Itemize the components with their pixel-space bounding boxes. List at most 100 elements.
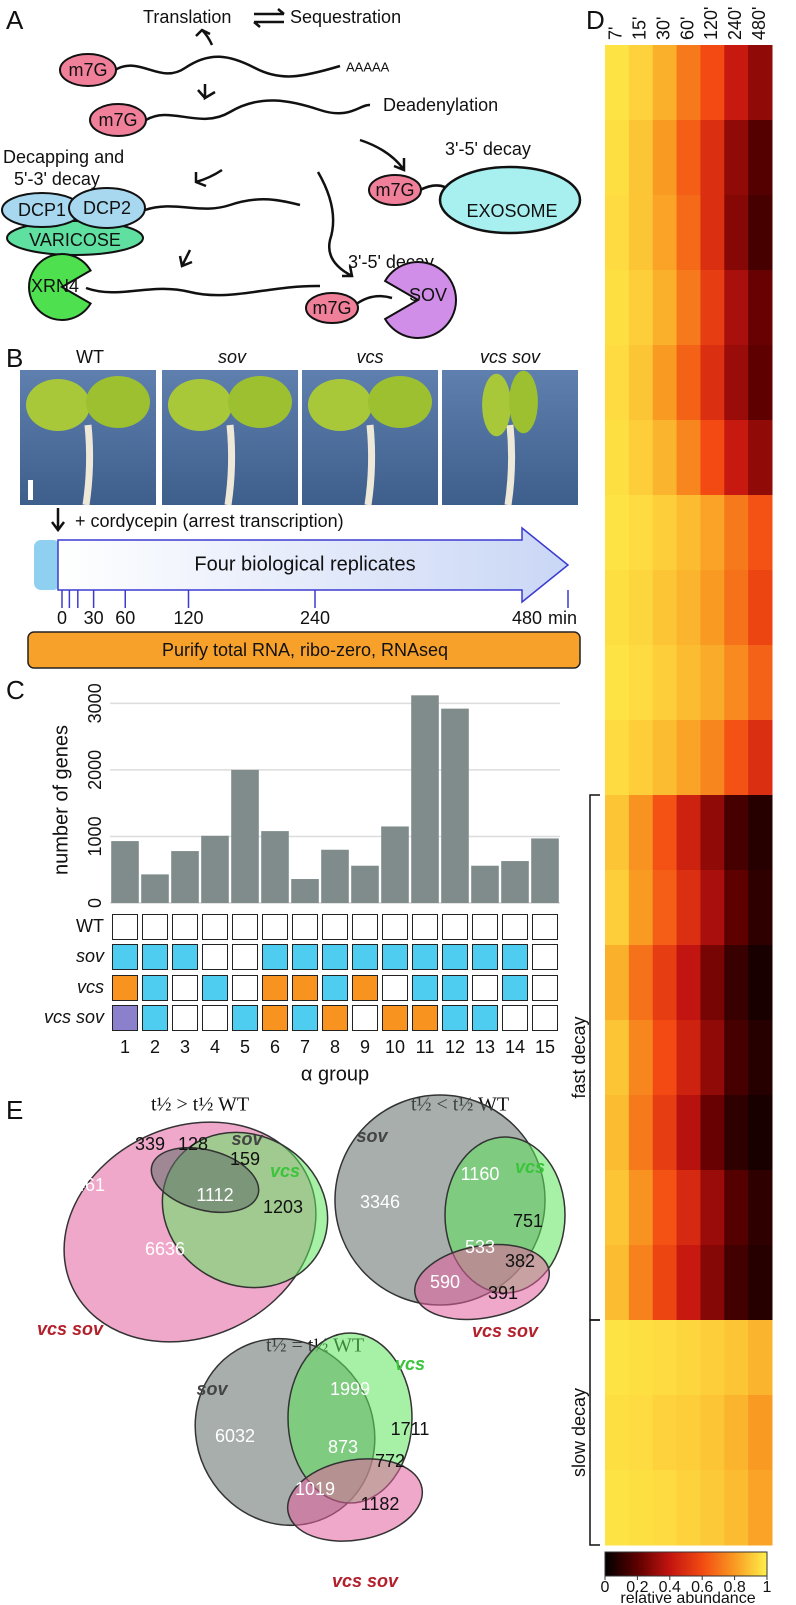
colorbar-label: relative abundance xyxy=(620,1590,755,1605)
cotyledon xyxy=(368,376,432,428)
cap xyxy=(89,103,147,137)
heatmap-cell xyxy=(724,345,749,421)
heatmap-cell xyxy=(676,645,701,721)
heatmap-cell xyxy=(628,120,654,196)
cap-label: m7G xyxy=(312,298,351,318)
heatmap-cell xyxy=(748,345,773,421)
cotyledon xyxy=(509,370,538,434)
venn-set-label: sov xyxy=(356,1126,388,1146)
x-tick-label: 14 xyxy=(505,1037,525,1057)
membership-cell xyxy=(502,975,528,1001)
heatmap-cell xyxy=(748,945,773,1021)
bar xyxy=(411,695,439,903)
arrow xyxy=(51,508,65,533)
colorbar-tick-label: 1 xyxy=(763,1579,772,1596)
y-tick-label: 2000 xyxy=(85,750,105,790)
heatmap-cell xyxy=(676,720,701,796)
heatmap-cell xyxy=(652,120,678,196)
x-tick-label: 10 xyxy=(385,1037,405,1057)
venn-count: 772 xyxy=(375,1451,405,1471)
heatmap-cell xyxy=(605,270,630,346)
venn-set-label: vcs xyxy=(270,1161,300,1181)
membership-cell xyxy=(262,914,288,940)
heatmap-cell xyxy=(700,1470,725,1546)
heatmap-cell xyxy=(652,570,678,646)
colorbar-tick-label: 0 xyxy=(601,1579,610,1596)
membership-cell xyxy=(292,944,318,970)
membership-cell xyxy=(172,1005,198,1031)
heatmap-cell xyxy=(676,120,701,196)
venn-count: 751 xyxy=(513,1211,543,1231)
heatmap-cell xyxy=(605,870,630,946)
y-tick-label: 3000 xyxy=(85,683,105,723)
membership-cell xyxy=(532,975,558,1001)
time-arrow xyxy=(57,526,570,604)
arrow xyxy=(359,138,406,172)
heatmap-cell xyxy=(628,345,654,421)
heatmap-cell xyxy=(652,1470,678,1546)
membership-cell xyxy=(442,1005,468,1031)
membership-cell xyxy=(442,914,468,940)
membership-cell xyxy=(412,1005,438,1031)
venn-set-label: vcs sov xyxy=(472,1321,539,1341)
column-label: 240' xyxy=(725,7,745,40)
replicates: Four biological replicates xyxy=(194,553,415,575)
venn-count: 1711 xyxy=(391,1419,430,1439)
heatmap-cell xyxy=(700,870,725,946)
cotyledon xyxy=(86,376,150,428)
heatmap-cell xyxy=(676,945,701,1021)
colorbar xyxy=(604,1551,768,1577)
membership-cell xyxy=(172,914,198,940)
tick-label: 240 xyxy=(300,608,330,628)
heatmap-cell xyxy=(724,1095,749,1171)
cotyledon xyxy=(168,379,232,431)
heatmap-cell xyxy=(748,120,773,196)
bar xyxy=(501,861,529,903)
membership-cell xyxy=(412,914,438,940)
heatmap-cell xyxy=(700,720,725,796)
heatmap-cell xyxy=(676,420,701,496)
membership-cell xyxy=(322,944,348,970)
x-axis-label: α group xyxy=(301,1063,369,1085)
colorbar-tick-label: 0.2 xyxy=(626,1579,648,1596)
x-tick-label: 13 xyxy=(475,1037,495,1057)
heatmap-cell xyxy=(628,270,654,346)
heatmap-cell xyxy=(724,495,749,571)
heatmap-cell xyxy=(628,570,654,646)
cotyledon xyxy=(482,373,511,437)
heatmap-cell xyxy=(628,795,654,871)
heatmap-cell xyxy=(652,870,678,946)
heatmap-cell xyxy=(676,570,701,646)
y-axis-label: number of genes xyxy=(50,725,72,875)
panel-label: C xyxy=(6,675,25,705)
arrow xyxy=(178,249,193,268)
panel-label: A xyxy=(6,5,24,35)
arrow xyxy=(194,168,223,188)
heatmap-cell xyxy=(748,1395,773,1471)
x-tick-label: 2 xyxy=(150,1037,160,1057)
label: 3'-5' decay xyxy=(445,139,531,159)
heatmap-cell xyxy=(652,45,678,121)
membership-cell xyxy=(292,975,318,1001)
heatmap-cell xyxy=(605,1470,630,1546)
bar xyxy=(201,835,229,903)
heatmap-cell xyxy=(700,420,725,496)
membership-cell xyxy=(322,1005,348,1031)
bar xyxy=(531,838,559,903)
heatmap-cell xyxy=(724,795,749,871)
heatmap-cell xyxy=(700,45,725,121)
membership-cell xyxy=(202,975,228,1001)
heatmap-cell xyxy=(676,1020,701,1096)
genotype-label: sov xyxy=(218,347,247,367)
x-tick-label: 9 xyxy=(360,1037,370,1057)
column-label: 7' xyxy=(606,27,626,40)
heatmap-cell xyxy=(676,1395,701,1471)
venn-count: 1160 xyxy=(461,1164,500,1184)
membership-cell xyxy=(112,944,138,970)
heatmap-cell xyxy=(628,1095,654,1171)
venn-count: 1112 xyxy=(196,1185,233,1205)
heatmap-cell xyxy=(676,195,701,271)
heatmap-cell xyxy=(700,1245,725,1321)
heatmap-cell xyxy=(605,420,630,496)
heatmap-cell xyxy=(652,645,678,721)
